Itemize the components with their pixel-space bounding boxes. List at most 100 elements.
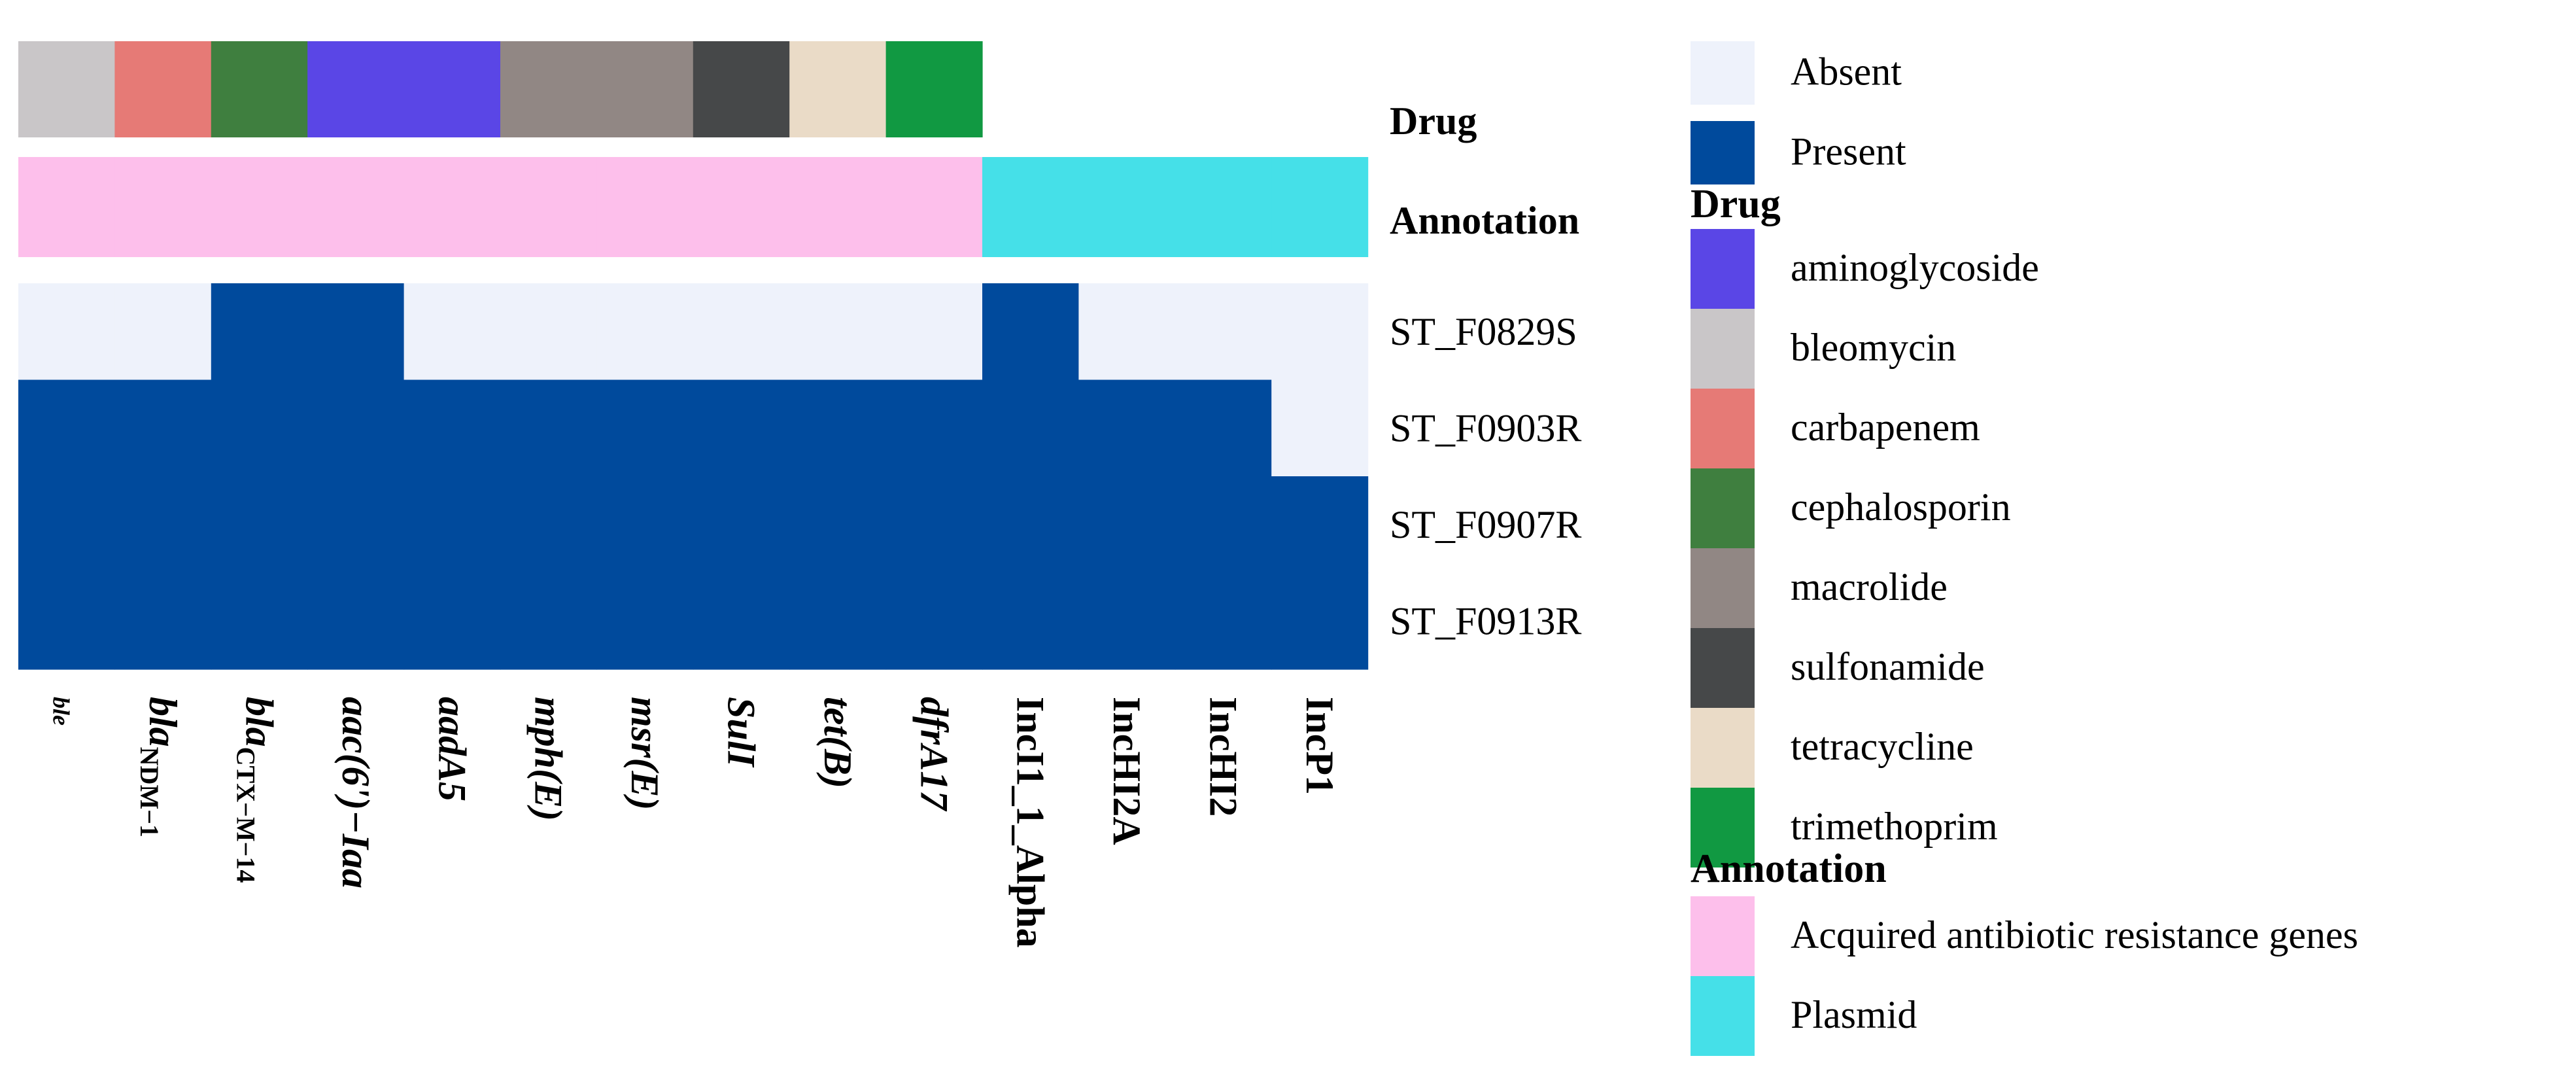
drug-legend-label-carbapenem: carbapenem — [1791, 406, 1980, 449]
heatmap-cell-st-f0829s-inchi2a — [1078, 283, 1176, 381]
annotation-legend-swatch-acquired-antibiotic-resistance-genes — [1691, 896, 1755, 976]
annotation-legend-title: Annotation — [1691, 847, 1887, 891]
annotation-cell-aada5 — [404, 157, 501, 257]
heatmap-cell-st-f0913r-blactxm14 — [211, 572, 308, 670]
heatmap-cell-st-f0829s-ble — [18, 283, 115, 381]
annotation-cell-inchi2 — [1175, 157, 1272, 257]
drug-cell-msre — [596, 41, 694, 137]
heatmap-cell-st-f0829s-blactxm14 — [211, 283, 308, 381]
heatmap-cell-st-f0907r-mphe — [500, 476, 597, 574]
heatmap-cell-st-f0913r-mphe — [500, 572, 597, 670]
annotation-row-label: Annotation — [1390, 199, 1579, 242]
heatmap-cell-st-f0903r-inchi2a — [1078, 379, 1176, 477]
heatmap-cell-st-f0907r-sul1 — [693, 476, 790, 574]
heatmap-cell-st-f0913r-incp1 — [1271, 572, 1369, 670]
sample-label-st-f0913r: ST_F0913R — [1390, 599, 1581, 642]
heatmap-cell-st-f0907r-blactxm14 — [211, 476, 308, 574]
annotation-cell-aac6 — [307, 157, 405, 257]
heatmap-cell-st-f0913r-aada5 — [404, 572, 501, 670]
heatmap-cell-st-f0907r-aac6 — [307, 476, 405, 574]
drug-cell-blactxm14 — [211, 41, 308, 137]
gene-label-tetb: tet(B) — [816, 697, 859, 788]
gene-label-blandm1: blaNDM−1 — [135, 697, 184, 837]
gene-label-inci1: IncI1_1_Alpha — [1009, 697, 1052, 947]
legend-label-present: Present — [1791, 130, 1906, 173]
annotation-cell-mphe — [500, 157, 597, 257]
gene-label-aac6: aac(6')−Iaa — [334, 697, 377, 888]
drug-legend-label-bleomycin: bleomycin — [1791, 326, 1956, 369]
gene-label-aada5: aadA5 — [430, 697, 473, 801]
heatmap-cell-st-f0903r-tetb — [789, 379, 887, 477]
heatmap-cell-st-f0829s-aac6 — [307, 283, 405, 381]
heatmap-cell-st-f0903r-msre — [596, 379, 694, 477]
heatmap-cell-st-f0903r-mphe — [500, 379, 597, 477]
heatmap-cell-st-f0829s-dfra17 — [885, 283, 983, 381]
drug-annotation-bar — [18, 41, 983, 137]
heatmap-cell-st-f0913r-sul1 — [693, 572, 790, 670]
heatmap-cell-st-f0829s-tetb — [789, 283, 887, 381]
annotation-cell-blandm1 — [114, 157, 212, 257]
heatmap-cell-st-f0913r-blandm1 — [114, 572, 212, 670]
drug-cell-dfra17 — [885, 41, 983, 137]
drug-cell-mphe — [500, 41, 597, 137]
column-labels: ble blaNDM−1 blaCTX−M−14 aac(6')−Iaa aadA5 mp… — [48, 697, 1341, 947]
type-annotation-bar — [18, 157, 1369, 257]
drug-row-label: Drug — [1390, 99, 1477, 143]
heatmap-cell-st-f0913r-dfra17 — [885, 572, 983, 670]
heatmap-cell-st-f0907r-ble — [18, 476, 115, 574]
heatmap-cell-st-f0907r-blandm1 — [114, 476, 212, 574]
gene-label-dfra17: dfrA17 — [912, 697, 955, 811]
annotation-cell-tetb — [789, 157, 887, 257]
drug-legend-label-sulfonamide: sulfonamide — [1791, 645, 1985, 688]
heatmap-cell-st-f0829s-inchi2 — [1175, 283, 1272, 381]
drug-legend-label-aminoglycoside: aminoglycoside — [1791, 246, 2039, 289]
heatmap-cell-st-f0907r-inchi2a — [1078, 476, 1176, 574]
gene-label-sul1: SulI — [720, 697, 763, 768]
gene-label-mphe: mph(E) — [527, 697, 570, 821]
heatmap-cell-st-f0907r-tetb — [789, 476, 887, 574]
legend-swatch-present — [1691, 121, 1755, 184]
drug-cell-tetb — [789, 41, 887, 137]
heatmap-cell-st-f0829s-mphe — [500, 283, 597, 381]
sample-label-st-f0907r: ST_F0907R — [1390, 503, 1581, 546]
annotation-cell-inchi2a — [1078, 157, 1176, 257]
heatmap-cell-st-f0907r-dfra17 — [885, 476, 983, 574]
drug-legend-label-cephalosporin: cephalosporin — [1791, 485, 2011, 529]
annotation-cell-blactxm14 — [211, 157, 308, 257]
annotation-legend-label-acquired-antibiotic-resistance-genes: Acquired antibiotic resistance genes — [1791, 913, 2358, 956]
annotation-legend-label-plasmid: Plasmid — [1791, 993, 1917, 1036]
heatmap-cell-st-f0829s-aada5 — [404, 283, 501, 381]
drug-cell-ble — [18, 41, 115, 137]
gene-label-msre: msr(E) — [623, 697, 666, 810]
legend-label-absent: Absent — [1791, 50, 1902, 94]
annotation-cell-dfra17 — [885, 157, 983, 257]
heatmap-cell-st-f0903r-blandm1 — [114, 379, 212, 477]
drug-legend-swatch-bleomycin — [1691, 309, 1755, 389]
drug-legend-swatch-macrolide — [1691, 548, 1755, 628]
gene-label-incp1: IncP1 — [1298, 697, 1341, 795]
heatmap-cell-st-f0913r-inchi2 — [1175, 572, 1272, 670]
annotation-cell-sul1 — [693, 157, 790, 257]
heatmap-cell-st-f0913r-msre — [596, 572, 694, 670]
heatmap-cells — [18, 283, 1369, 670]
annotation-legend-swatch-plasmid — [1691, 976, 1755, 1056]
sample-label-st-f0903r: ST_F0903R — [1390, 406, 1581, 449]
heatmap-cell-st-f0907r-inci1 — [982, 476, 1079, 574]
heatmap-cell-st-f0829s-sul1 — [693, 283, 790, 381]
drug-legend-swatch-aminoglycoside — [1691, 229, 1755, 309]
drug-cell-aada5 — [404, 41, 501, 137]
drug-cell-blandm1 — [114, 41, 212, 137]
drug-legend-label-tetracycline: tetracycline — [1791, 725, 1974, 768]
drug-legend-swatch-trimethoprim — [1691, 788, 1755, 867]
heatmap-cell-st-f0903r-dfra17 — [885, 379, 983, 477]
heatmap-cell-st-f0907r-incp1 — [1271, 476, 1369, 574]
annotation-cell-ble — [18, 157, 115, 257]
drug-legend-swatch-sulfonamide — [1691, 628, 1755, 708]
gene-label-blactxm14: blaCTX−M−14 — [232, 697, 281, 883]
heatmap-cell-st-f0903r-sul1 — [693, 379, 790, 477]
heatmap-cell-st-f0913r-aac6 — [307, 572, 405, 670]
drug-legend-title: Drug — [1691, 182, 1781, 226]
heatmap-cell-st-f0829s-blandm1 — [114, 283, 212, 381]
